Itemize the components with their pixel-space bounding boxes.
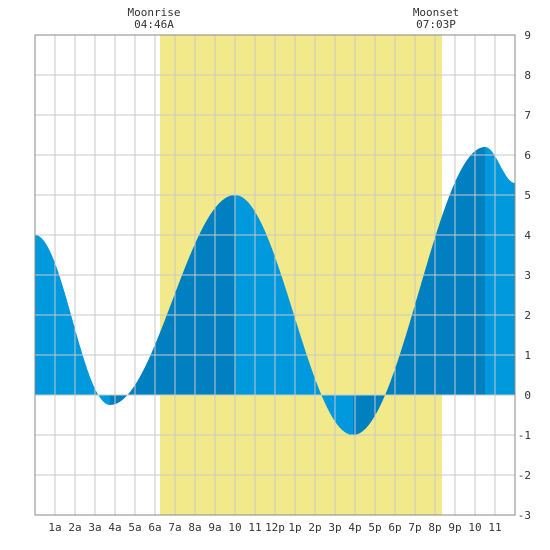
x-tick-label: 5p [368, 521, 381, 534]
x-tick-label: 8a [188, 521, 201, 534]
tide-segment [353, 147, 485, 435]
x-tick-label: 11 [488, 521, 501, 534]
x-tick-label: 1a [48, 521, 61, 534]
x-tick-label: 5a [128, 521, 141, 534]
y-tick-label: 9 [524, 29, 531, 42]
grid-layer [35, 35, 515, 515]
y-tick-label: -1 [518, 429, 531, 442]
x-tick-label: 10 [228, 521, 241, 534]
y-tick-label: 5 [524, 189, 531, 202]
moonrise-label: Moonrise [128, 6, 181, 19]
x-tick-label: 7p [408, 521, 421, 534]
x-tick-label: 9p [448, 521, 461, 534]
y-tick-label: 4 [524, 229, 531, 242]
y-tick-label: 6 [524, 149, 531, 162]
x-tick-label: 6a [148, 521, 161, 534]
y-tick-label: 3 [524, 269, 531, 282]
tide-area-layer [35, 147, 515, 435]
x-tick-label: 1p [288, 521, 301, 534]
y-tick-label: -2 [518, 469, 531, 482]
plot-frame [34, 34, 516, 516]
x-tick-label: 11 [248, 521, 261, 534]
x-tick-label: 4a [108, 521, 121, 534]
x-tick-label: 2a [68, 521, 81, 534]
moonset-label: Moonset [413, 6, 459, 19]
x-tick-label: 7a [168, 521, 181, 534]
y-tick-label: 1 [524, 349, 531, 362]
moonset-time: 07:03P [416, 18, 456, 31]
tide-segment [110, 195, 235, 405]
y-tick-label: 0 [524, 389, 531, 402]
moonrise-time: 04:46A [134, 18, 174, 31]
x-axis-labels: 1a 2a 3a 4a 5a 6a 7a 8a 9a 10 11 12p 1p 2p 3p 4p 5p 6p 7p 8… [48, 521, 501, 534]
x-tick-label: 3p [328, 521, 341, 534]
x-tick-label: 8p [428, 521, 441, 534]
x-tick-label: 4p [348, 521, 361, 534]
x-tick-label: 10 [468, 521, 481, 534]
tide-segment [485, 147, 515, 395]
tide-segment [35, 235, 110, 405]
y-tick-label: -3 [518, 509, 531, 522]
x-tick-label: 6p [388, 521, 401, 534]
y-tick-label: 8 [524, 69, 531, 82]
x-tick-label: 2p [308, 521, 321, 534]
y-tick-label: 7 [524, 109, 531, 122]
y-tick-label: 2 [524, 309, 531, 322]
x-tick-label: 3a [88, 521, 101, 534]
x-tick-label: 12p [265, 521, 285, 534]
x-tick-label: 9a [208, 521, 221, 534]
y-axis-labels: -3 -2 -1 0 1 2 3 4 5 6 7 8 9 [518, 29, 532, 522]
